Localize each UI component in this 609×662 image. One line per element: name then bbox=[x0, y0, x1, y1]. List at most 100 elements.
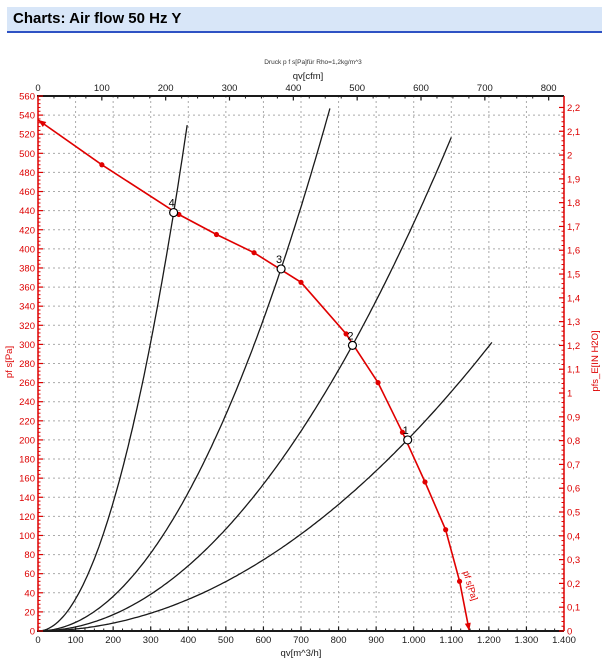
bottom-tick-label: 100 bbox=[68, 635, 84, 646]
left-tick-label: 520 bbox=[19, 130, 35, 141]
fan-curve-point bbox=[456, 578, 463, 584]
right-tick-label: 0,9 bbox=[567, 412, 580, 423]
left-tick-label: 380 bbox=[19, 263, 35, 274]
left-tick-label: 420 bbox=[19, 225, 35, 236]
left-tick-label: 220 bbox=[19, 416, 35, 427]
right-tick-label: 0,3 bbox=[567, 555, 580, 566]
left-tick-label: 300 bbox=[19, 340, 35, 351]
bottom-tick-label: 500 bbox=[218, 635, 234, 646]
top-tick-label: 0 bbox=[35, 83, 40, 94]
right-tick-label: 1,8 bbox=[567, 198, 580, 209]
top-tick-label: 700 bbox=[477, 83, 493, 94]
right-tick-label: 1,4 bbox=[567, 293, 580, 304]
left-tick-label: 560 bbox=[19, 92, 35, 103]
top-tick-label: 400 bbox=[285, 83, 301, 94]
right-tick-label: 1,1 bbox=[567, 365, 580, 376]
fan-curve-point bbox=[343, 331, 349, 337]
bottom-tick-label: 200 bbox=[105, 635, 121, 646]
operating-point-number: 3 bbox=[276, 254, 282, 266]
fan-curve-point bbox=[99, 162, 105, 168]
bottom-tick-label: 700 bbox=[293, 635, 309, 646]
bottom-tick-label: 300 bbox=[143, 635, 159, 646]
left-tick-label: 240 bbox=[19, 397, 35, 408]
bottom-tick-label: 0 bbox=[35, 635, 40, 646]
top-tick-label: 600 bbox=[413, 83, 429, 94]
fan-curve-end-arrow bbox=[464, 622, 471, 631]
right-tick-label: 2,2 bbox=[567, 103, 580, 114]
system-curve-3 bbox=[38, 108, 331, 632]
right-tick-label: 0,2 bbox=[567, 579, 580, 590]
bottom-tick-label: 900 bbox=[368, 635, 384, 646]
right-tick-label: 0,5 bbox=[567, 508, 580, 519]
right-tick-label: 1,6 bbox=[567, 246, 580, 257]
fan-curve-point bbox=[298, 279, 304, 285]
right-axis-title: pfs_E[IN H2O] bbox=[590, 330, 601, 391]
top-tick-label: 300 bbox=[222, 83, 238, 94]
bottom-tick-label: 1.300 bbox=[515, 635, 539, 646]
bottom-tick-label: 1.100 bbox=[439, 635, 463, 646]
left-tick-label: 120 bbox=[19, 512, 35, 523]
right-tick-label: 0,1 bbox=[567, 603, 580, 614]
title-bar: Charts: Air flow 50 Hz Y bbox=[7, 7, 602, 33]
left-tick-label: 460 bbox=[19, 187, 35, 198]
fan-curve-point bbox=[422, 479, 428, 485]
top-tick-label: 500 bbox=[349, 83, 365, 94]
left-axis-title: pf s[Pa] bbox=[4, 346, 15, 378]
operating-point-number: 1 bbox=[403, 425, 409, 437]
system-curves bbox=[37, 108, 493, 632]
page-title: Charts: Air flow 50 Hz Y bbox=[13, 10, 182, 27]
operating-point-number: 4 bbox=[169, 198, 175, 210]
left-tick-label: 20 bbox=[24, 607, 35, 618]
bottom-tick-label: 1.400 bbox=[552, 635, 576, 646]
right-tick-label: 1,3 bbox=[567, 317, 580, 328]
left-tick-label: 440 bbox=[19, 206, 35, 217]
left-tick-label: 180 bbox=[19, 455, 35, 466]
right-tick-label: 0,7 bbox=[567, 460, 580, 471]
operating-point-marker-1 bbox=[403, 435, 413, 445]
bottom-tick-label: 600 bbox=[255, 635, 271, 646]
left-tick-label: 40 bbox=[24, 588, 35, 599]
bottom-tick-label: 800 bbox=[331, 635, 347, 646]
left-tick-label: 80 bbox=[24, 550, 35, 561]
operating-points: 1 2 3 4 bbox=[169, 198, 413, 445]
left-tick-label: 480 bbox=[19, 168, 35, 179]
operating-point-marker-3 bbox=[276, 264, 286, 274]
left-tick-label: 280 bbox=[19, 359, 35, 370]
left-tick-label: 60 bbox=[24, 569, 35, 580]
right-tick-label: 1,9 bbox=[567, 174, 580, 185]
system-curve-1 bbox=[38, 341, 493, 632]
right-tick-label: 0 bbox=[567, 627, 572, 638]
right-tick-label: 1 bbox=[567, 389, 572, 400]
left-tick-label: 100 bbox=[19, 531, 35, 542]
operating-point-number: 2 bbox=[347, 330, 353, 342]
top-tick-label: 800 bbox=[541, 83, 557, 94]
bottom-tick-label: 1.000 bbox=[402, 635, 426, 646]
left-tick-label: 0 bbox=[30, 627, 35, 638]
chart-note: Druck p f s[Pa]für Rho=1,2kg/m^3 bbox=[264, 59, 362, 66]
fan-curve-point bbox=[443, 527, 449, 533]
bottom-tick-label: 1.200 bbox=[477, 635, 501, 646]
grid bbox=[38, 96, 564, 631]
bottom-axis: 0 100 200 300 400 500 600 700 800 900 1.000 1.100 1.… bbox=[35, 626, 576, 659]
fan-curve-point bbox=[213, 231, 220, 238]
fan-curve-start-arrow bbox=[38, 119, 47, 127]
left-tick-label: 260 bbox=[19, 378, 35, 389]
fan-curve-point bbox=[375, 380, 381, 386]
system-curve-4 bbox=[37, 124, 188, 632]
left-tick-label: 540 bbox=[19, 111, 35, 122]
fan-curve-point bbox=[399, 429, 406, 435]
operating-point-marker-4 bbox=[169, 207, 179, 218]
left-axis: 0 20 40 60 80 100 120 140 160 180 200 220 240 260 280 3… bbox=[4, 92, 43, 638]
fan-curve-point bbox=[251, 250, 257, 256]
left-tick-label: 400 bbox=[19, 244, 35, 255]
right-tick-label: 1,2 bbox=[567, 341, 580, 352]
left-tick-label: 340 bbox=[19, 302, 35, 313]
right-tick-label: 0,4 bbox=[567, 531, 580, 542]
top-axis-title: qv[cfm] bbox=[293, 71, 324, 82]
right-tick-label: 1,7 bbox=[567, 222, 580, 233]
right-axis: 0 0,1 0,2 0,3 0,4 0,5 0,6 0,7 0,8 0,9 1 1,1 1,2 1,3 1,… bbox=[559, 96, 601, 638]
left-tick-label: 320 bbox=[19, 321, 35, 332]
operating-point-marker-2 bbox=[347, 340, 358, 350]
